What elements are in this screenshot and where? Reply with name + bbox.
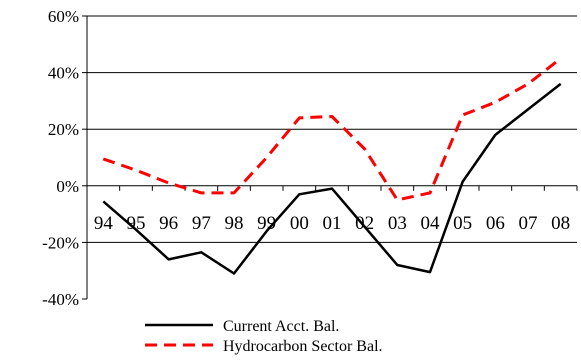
x-tick-label: 94 bbox=[94, 213, 114, 234]
x-tick-label: 08 bbox=[551, 213, 570, 234]
x-tick-label: 95 bbox=[127, 213, 146, 234]
x-tick-label: 02 bbox=[355, 213, 374, 234]
x-tick-label: 01 bbox=[323, 213, 342, 234]
x-tick-labels: 94 95 96 97 98 99 00 01 02 03 04 05 06 07 08 bbox=[94, 213, 570, 234]
x-tick-label: 99 bbox=[257, 213, 276, 234]
legend-label: Hydrocarbon Sector Bal. bbox=[223, 338, 383, 355]
x-tick-label: 06 bbox=[486, 213, 505, 234]
x-tick-label: 96 bbox=[159, 213, 178, 234]
x-tick-label: 98 bbox=[225, 213, 244, 234]
legend-label: Current Acct. Bal. bbox=[223, 318, 339, 335]
series-lines bbox=[102, 57, 562, 275]
y-tick-label: -40% bbox=[42, 290, 79, 309]
legend: Current Acct. Bal. Hydrocarbon Sector Bal… bbox=[145, 318, 383, 355]
axes bbox=[82, 15, 578, 300]
x-tick-label: 00 bbox=[290, 213, 309, 234]
y-tick-label: 0% bbox=[56, 177, 79, 196]
series-line-current-acct bbox=[102, 82, 562, 275]
y-tick-label: -20% bbox=[42, 233, 79, 252]
x-tick-label: 07 bbox=[519, 213, 538, 234]
y-tick-label: 20% bbox=[48, 120, 79, 139]
x-tick-label: 97 bbox=[192, 213, 211, 234]
gridlines bbox=[87, 15, 577, 243]
y-tick-label: 40% bbox=[48, 64, 79, 83]
x-tick-label: 03 bbox=[388, 213, 407, 234]
x-tick-label: 05 bbox=[453, 213, 472, 234]
series-line-hydrocarbon bbox=[102, 57, 562, 202]
y-tick-labels: -40% -20% 0% 20% 40% 60% bbox=[42, 7, 79, 309]
x-tick-label: 04 bbox=[421, 213, 441, 234]
y-tick-label: 60% bbox=[48, 7, 79, 26]
